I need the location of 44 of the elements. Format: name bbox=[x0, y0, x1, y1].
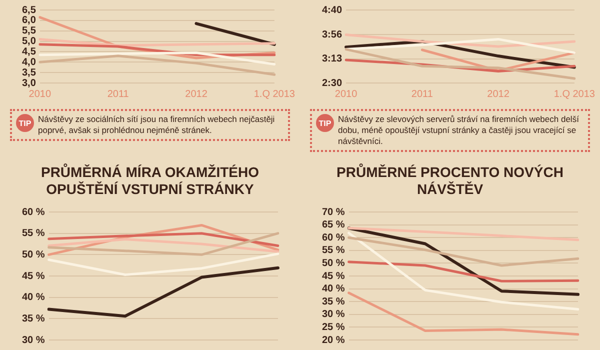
y-tick-label: 20 % bbox=[322, 334, 345, 346]
text: Návštěvy ze sociálních sítí jsou na firemních webech nejčastěji poprvé, avšak si prohlédnou nejméně stránek. bbox=[38, 114, 276, 136]
y-tick-label: 70 % bbox=[322, 206, 345, 218]
x-tick-label: 2012 bbox=[487, 88, 510, 100]
y-tick-label: 65 % bbox=[322, 220, 345, 231]
y-tick-label: 3:13 bbox=[322, 54, 342, 65]
x-tick-label: 1.Q 2013 bbox=[554, 88, 596, 100]
y-tick-label: 3:56 bbox=[322, 29, 342, 40]
y-tick-label: 50 % bbox=[22, 249, 45, 260]
y-tick-label: 6,5 bbox=[22, 4, 36, 16]
y-tick-label: 4:40 bbox=[322, 4, 342, 16]
x-tick-label: 2011 bbox=[107, 88, 130, 100]
y-tick-label: 35 % bbox=[22, 313, 45, 324]
y-tick-label: 40 % bbox=[322, 284, 345, 295]
text: TIP bbox=[316, 114, 334, 132]
text: Návštěvy ze slevových serverů stráví na firemních webech delší dobu, méně opouštějí vstupní stránky a častěji jsou vracející se návštěvníci. bbox=[338, 114, 580, 147]
x-tick-label: 2010 bbox=[334, 88, 358, 100]
y-tick-label: 3,5 bbox=[22, 67, 36, 78]
y-tick-label: 45 % bbox=[322, 270, 345, 282]
chart-title: PRŮMĚRNÁ MÍRA OKAMŽITÉHO OPUŠTĚNÍ VSTUPNÍ STRÁNKY bbox=[40, 164, 260, 199]
y-tick-label: 35 % bbox=[322, 296, 345, 308]
y-tick-label: 5,5 bbox=[22, 26, 36, 37]
y-tick-label: 50 % bbox=[322, 258, 345, 269]
x-tick-label: 2010 bbox=[28, 88, 52, 100]
x-tick-label: 2011 bbox=[411, 88, 434, 100]
y-tick-label: 55 % bbox=[22, 228, 45, 240]
y-tick-label: 30 % bbox=[322, 309, 345, 320]
y-tick-label: 40 % bbox=[22, 292, 45, 304]
y-tick-label: 60 % bbox=[22, 206, 45, 218]
x-tick-label: 2012 bbox=[185, 88, 208, 100]
y-tick-label: 5,0 bbox=[22, 36, 36, 48]
y-tick-label: 2:30 bbox=[322, 78, 342, 89]
y-tick-label: 55 % bbox=[322, 245, 345, 256]
y-tick-label: 4,0 bbox=[22, 56, 36, 68]
y-tick-label: 45 % bbox=[22, 270, 45, 282]
x-tick-label: 1.Q 2013 bbox=[254, 88, 296, 100]
y-tick-label: 30 % bbox=[22, 334, 45, 346]
text: TIP bbox=[16, 114, 34, 132]
y-tick-label: 25 % bbox=[322, 322, 345, 333]
y-tick-label: 4,5 bbox=[22, 46, 36, 58]
y-tick-label: 3,0 bbox=[22, 78, 36, 89]
y-tick-label: 60 % bbox=[322, 232, 345, 244]
y-tick-label: 6,0 bbox=[22, 15, 36, 26]
chart-title: PRŮMĚRNÉ PROCENTO NOVÝCH NÁVŠTĚV bbox=[336, 164, 564, 199]
